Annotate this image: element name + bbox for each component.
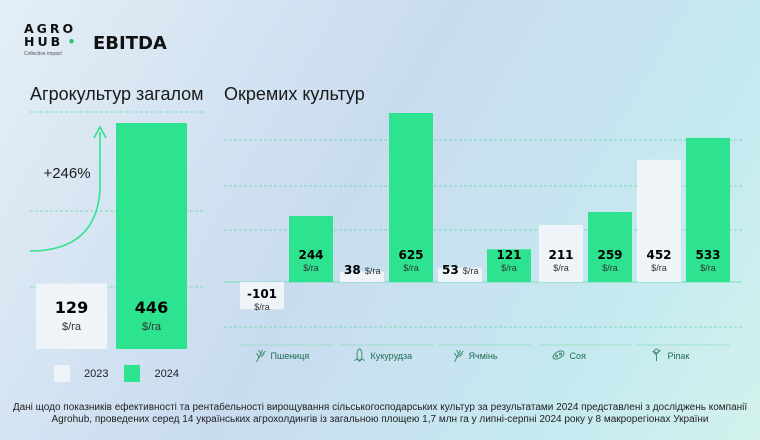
growth-arrow-line: [29, 132, 101, 252]
agrohub-logo: AGRO HUB • Collective impact: [24, 21, 77, 57]
category-label-barley: Ячмінь: [469, 351, 498, 361]
overall-unit-label-2024: $/га: [142, 321, 162, 333]
overall-value-label-2023: 129: [55, 298, 88, 317]
value-label-rapeseed-2024: 533: [695, 248, 720, 262]
growth-arrow-head: [93, 125, 107, 139]
value-label-rapeseed-2023: 452: [646, 248, 671, 262]
barley-icon: [454, 349, 464, 363]
value-label-wheat-2023: -101: [247, 287, 277, 301]
wheat-icon-stroke: [256, 352, 260, 359]
category-label-soybean: Соя: [570, 351, 587, 361]
legend-item-2024: 2024: [124, 365, 179, 382]
bar-rapeseed-2023: [637, 159, 681, 282]
wheat-icon-stroke: [262, 350, 266, 355]
growth-percent-label: +246%: [43, 165, 90, 182]
value-label-barley-2023: 53 $/га: [442, 263, 479, 277]
bar-wheat-2023: [240, 282, 284, 310]
unit-label-barley-2024: $/га: [501, 263, 517, 273]
unit-label-wheat-2023: $/га: [254, 302, 270, 312]
barley-icon-stroke: [454, 349, 461, 363]
unit-label-rapeseed-2023: $/га: [651, 263, 667, 273]
corn-leaves: [354, 358, 365, 363]
wheat-icon-stroke: [260, 353, 265, 358]
soy-bean: [559, 352, 562, 356]
overall-value-label-2024: 446: [135, 298, 168, 317]
barley-icon-stroke: [460, 350, 464, 355]
rapeseed-stem: [652, 349, 661, 361]
chart-legend: 2023 2024: [54, 365, 195, 382]
barley-icon-stroke: [456, 349, 460, 356]
legend-label-2024: 2024: [154, 367, 179, 380]
crops-chart-title: Окремих культур: [224, 84, 365, 104]
overall-bar-2023: [36, 283, 107, 349]
overall-chart-title: Агрокультур загалом: [30, 84, 204, 104]
unit-label-rapeseed-2024: $/га: [700, 263, 716, 273]
legend-swatch-2023: [54, 365, 70, 382]
bar-corn-2023: [340, 271, 384, 282]
rapeseed-flower: [654, 348, 659, 354]
soy-pod: [552, 350, 565, 360]
value-label-wheat-2024: 244: [298, 248, 323, 262]
unit-label-soybean-2024: $/га: [602, 263, 618, 273]
value-label-soybean-2024: 259: [597, 248, 622, 262]
soy-bean: [555, 354, 558, 358]
unit-label-corn-2024: $/га: [403, 263, 419, 273]
legend-swatch-2024: [124, 365, 141, 382]
unit-label-wheat-2024: $/га: [303, 263, 319, 273]
logo-tagline: Collective impact: [24, 51, 62, 57]
overall-bar-2024: [116, 123, 187, 349]
overall-unit-label-2023: $/га: [62, 321, 82, 333]
bar-barley-2023: [438, 267, 482, 282]
legend-label-2023: 2023: [84, 367, 109, 380]
bar-soybean-2024: [588, 211, 632, 282]
legend-item-2023: 2023: [54, 365, 108, 382]
value-label-soybean-2023: 211: [548, 248, 573, 262]
barley-icon-stroke: [458, 353, 463, 358]
value-label-barley-2024: 121: [496, 248, 521, 262]
wheat-icon-stroke: [258, 349, 262, 356]
page-title: EBITDA: [93, 33, 167, 54]
bar-wheat-2024: [289, 216, 333, 282]
bar-rapeseed-2024: [686, 137, 730, 282]
rapeseed-icon: [652, 348, 661, 361]
value-label-corn-2023: 38 $/га: [344, 263, 381, 277]
barley-icon-stroke: [454, 352, 458, 359]
footnote: Дані щодо показників ефективності та рен…: [12, 402, 748, 425]
bar-corn-2024: [389, 113, 433, 282]
unit-label-soybean-2023: $/га: [553, 263, 569, 273]
logo-wordmark: AGRO HUB •: [24, 21, 77, 49]
category-label-rapeseed: Ріпак: [668, 351, 690, 361]
bar-soybean-2023: [539, 224, 583, 282]
value-label-corn-2024: 625: [398, 248, 423, 262]
bar-barley-2024: [487, 249, 531, 282]
category-label-wheat: Пшениця: [271, 351, 310, 361]
corn-icon: [354, 348, 365, 363]
wheat-icon-stroke: [256, 349, 263, 363]
category-label-corn: Кукурудза: [371, 351, 413, 361]
soybean-icon: [552, 350, 565, 360]
wheat-icon: [256, 349, 266, 363]
